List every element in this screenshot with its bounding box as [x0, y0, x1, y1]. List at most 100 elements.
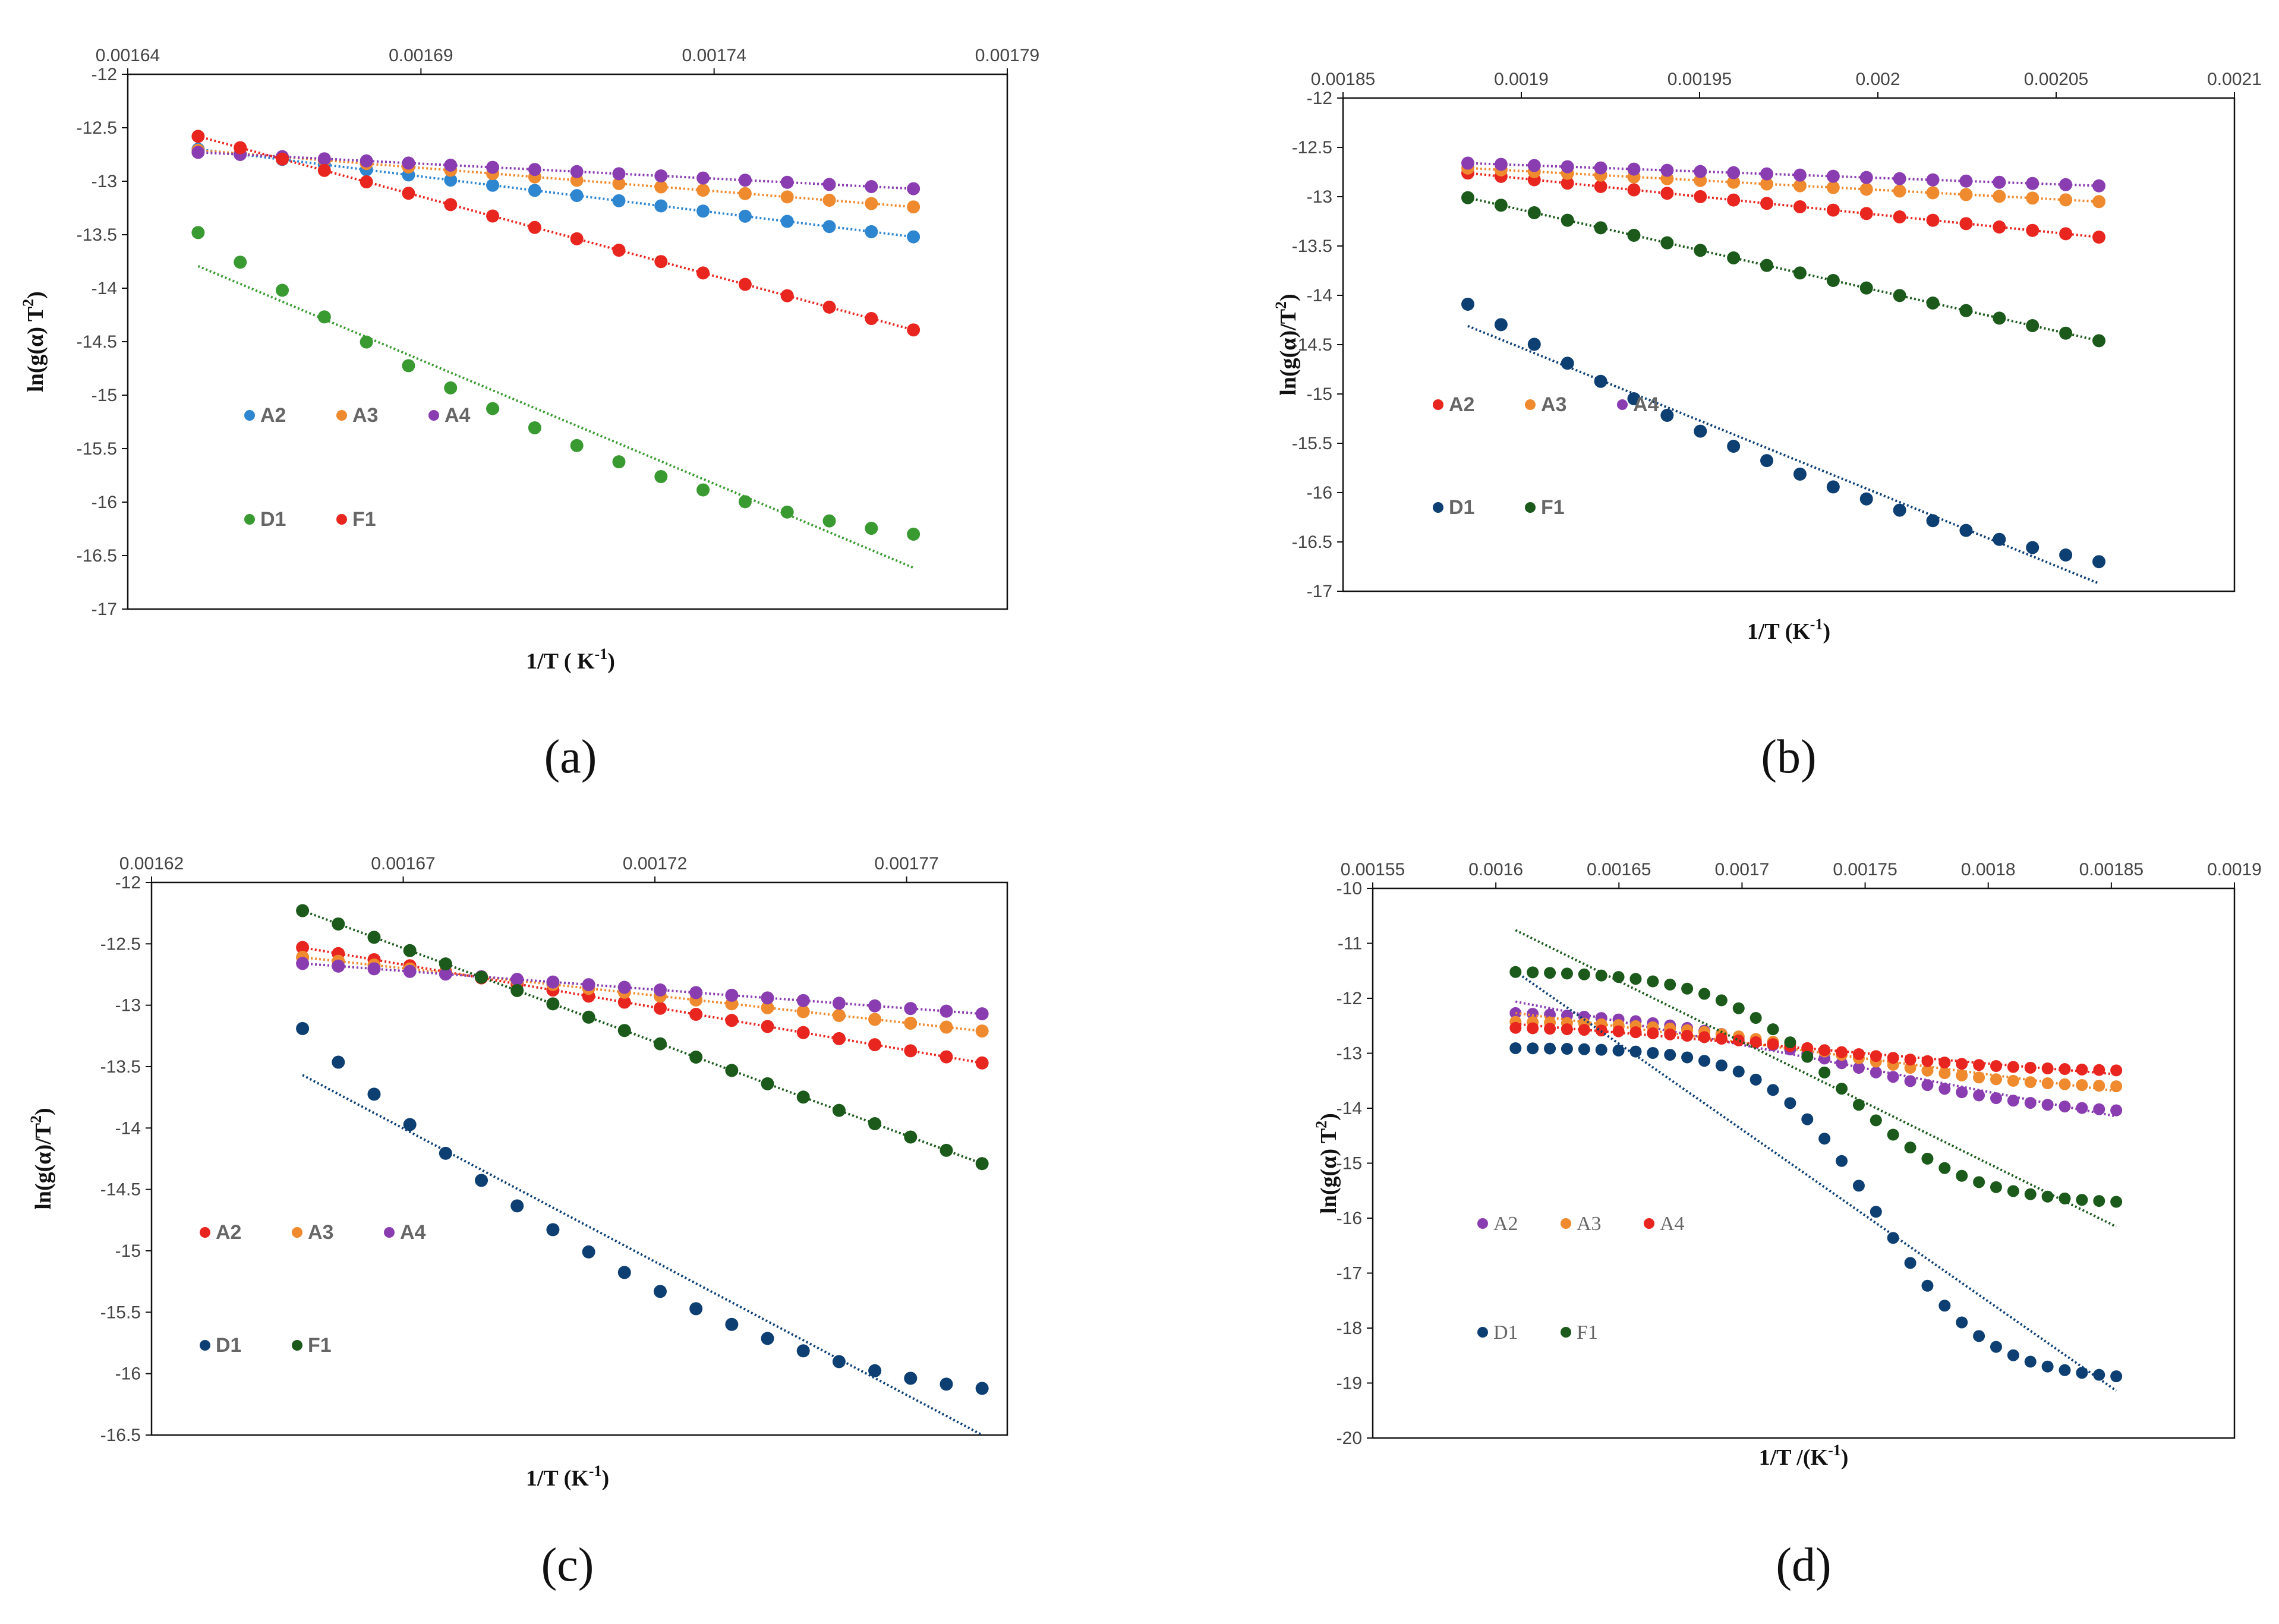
data-point-F1: [191, 130, 205, 143]
y-tick-label: -12: [1336, 989, 1362, 1008]
data-point-F1: [582, 1010, 595, 1024]
data-point-A4: [191, 146, 205, 159]
data-point-D1: [2059, 1364, 2071, 1376]
y-tick-label: -15: [115, 1241, 141, 1261]
data-point-D1: [1887, 1232, 1899, 1244]
data-point-A3: [1956, 1069, 1968, 1081]
y-tick-label: -12.5: [100, 934, 141, 954]
y-tick-label: -12: [1307, 89, 1332, 108]
data-point-D1: [1561, 357, 1574, 370]
x-tick-label: 0.0018: [1961, 860, 2016, 879]
data-point-A4: [2093, 1064, 2105, 1076]
data-point-F1: [904, 1130, 918, 1144]
data-point-F1: [2110, 1196, 2123, 1208]
data-point-F1: [2007, 1185, 2019, 1197]
data-point-A2: [1660, 187, 1674, 200]
data-point-A4: [696, 171, 710, 185]
data-point-A4: [1793, 168, 1807, 182]
data-point-A3: [2041, 1077, 2054, 1090]
data-point-F1: [689, 1051, 703, 1064]
y-tick-label: -11: [1338, 934, 1362, 954]
data-point-D1: [367, 1087, 381, 1101]
data-point-F1: [1527, 206, 1541, 219]
data-point-F1: [276, 152, 289, 166]
y-tick-label: -13.5: [1292, 236, 1332, 256]
x-tick-label: 0.00169: [389, 46, 453, 65]
data-point-A4: [2007, 1061, 2019, 1073]
data-point-F1: [1578, 968, 1590, 980]
data-point-A3: [1973, 1071, 1985, 1084]
data-point-A4: [832, 997, 846, 1010]
y-tick-label: -16: [1307, 483, 1332, 503]
data-point-D1: [868, 1364, 882, 1377]
data-point-A2: [1893, 210, 1906, 223]
data-point-A2: [654, 199, 668, 213]
data-point-D1: [725, 1317, 739, 1331]
data-point-A3: [796, 1005, 810, 1018]
legend-marker-D1: [244, 514, 255, 525]
legend-label-D1: D1: [1493, 1322, 1518, 1344]
series-D1: [1461, 297, 2105, 585]
data-point-A4: [317, 152, 331, 166]
data-point-A2: [1760, 197, 1774, 210]
data-point-A4: [653, 983, 667, 997]
data-point-F1: [1660, 236, 1674, 250]
x-tick-label: 0.0016: [1468, 860, 1523, 879]
data-point-F1: [1732, 1002, 1745, 1014]
data-point-A4: [1527, 1022, 1539, 1035]
data-point-A4: [486, 160, 500, 174]
data-point-D1: [296, 1021, 310, 1035]
data-point-D1: [761, 1332, 774, 1345]
x-tick-label: 0.00179: [975, 46, 1039, 65]
data-point-A4: [2059, 178, 2073, 191]
x-tick-label: 0.0017: [1715, 860, 1770, 879]
data-point-D1: [1594, 374, 1607, 388]
data-point-A3: [868, 1013, 882, 1026]
data-point-D1: [780, 505, 794, 519]
data-point-A2: [1990, 1092, 2002, 1105]
trendline-D1: [302, 1074, 983, 1436]
data-point-F1: [1629, 973, 1642, 985]
x-tick-label: 0.00165: [1587, 860, 1651, 879]
legend-marker-A3: [1525, 399, 1536, 410]
data-point-A4: [1750, 1036, 1762, 1048]
trendline-D1: [1515, 970, 2117, 1392]
series-A4: [1509, 1021, 2123, 1077]
data-point-D1: [738, 495, 752, 509]
legend-label-F1: F1: [1577, 1322, 1598, 1344]
data-point-A4: [725, 988, 739, 1002]
y-tick-label: -20: [1336, 1429, 1362, 1448]
data-point-F1: [1852, 1099, 1865, 1111]
data-point-D1: [940, 1377, 953, 1391]
data-point-D1: [1509, 1042, 1522, 1054]
data-point-F1: [1561, 213, 1574, 227]
data-point-A2: [832, 1032, 846, 1045]
data-point-A3: [738, 187, 752, 200]
data-point-F1: [1784, 1036, 1796, 1049]
data-point-F1: [403, 944, 417, 957]
data-point-D1: [546, 1223, 560, 1237]
data-point-A4: [1660, 163, 1674, 177]
data-point-F1: [1595, 969, 1607, 982]
data-point-A2: [2110, 1104, 2123, 1117]
data-point-D1: [276, 283, 289, 297]
data-point-A4: [1826, 169, 1840, 183]
data-point-A2: [1887, 1071, 1899, 1083]
data-point-F1: [907, 323, 921, 337]
data-point-A3: [2110, 1080, 2123, 1093]
data-point-F1: [696, 266, 710, 280]
data-point-A4: [360, 154, 373, 168]
data-point-A4: [1973, 1059, 1985, 1071]
y-tick-label: -14: [92, 279, 117, 298]
data-point-F1: [317, 163, 331, 177]
x-axis-label: 1/T /(K-1): [1759, 1442, 1849, 1470]
data-point-A3: [975, 1024, 989, 1038]
data-point-A3: [1893, 184, 1906, 198]
x-axis-label: 1/T ( K-1): [526, 645, 615, 674]
y-axis-label: ln(g(α)/T2): [27, 1108, 56, 1209]
data-point-F1: [1627, 229, 1641, 242]
data-point-F1: [444, 198, 458, 212]
data-point-A2: [689, 1008, 703, 1021]
data-point-A2: [940, 1050, 953, 1064]
data-point-A3: [2092, 195, 2105, 209]
